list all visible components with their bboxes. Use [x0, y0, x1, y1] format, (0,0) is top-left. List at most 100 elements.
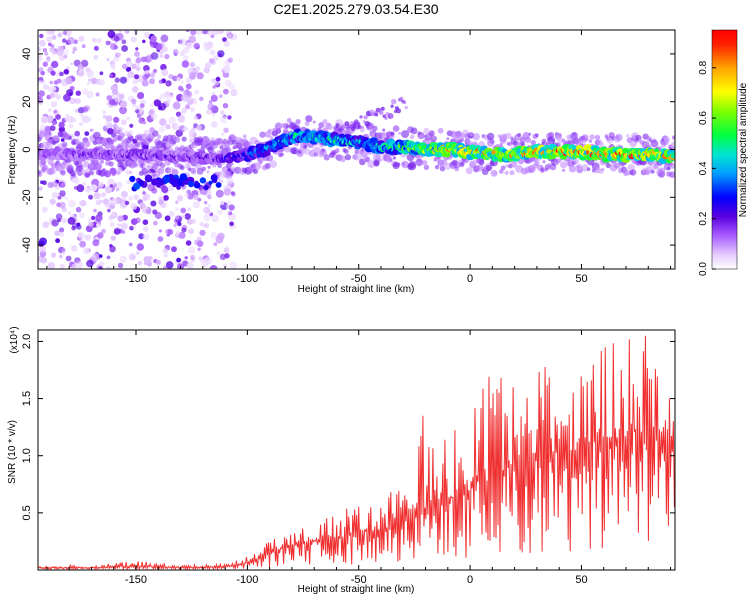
heatmap-noise-blob: [142, 121, 147, 125]
heatmap-noise-blob: [142, 233, 150, 241]
heatmap-noise-blob: [149, 108, 155, 115]
heatmap-noise-blob: [223, 188, 232, 196]
heatmap-halo-blob: [650, 169, 655, 174]
heatmap-halo-blob: [430, 135, 437, 143]
heatmap-noise-blob: [127, 71, 135, 79]
heatmap-noise-blob: [61, 38, 67, 43]
heatmap-noise-blob: [72, 46, 78, 52]
heatmap-halo-blob: [589, 134, 595, 140]
heatmap-noise-blob: [93, 192, 101, 200]
heatmap-halo-blob: [38, 132, 45, 138]
heatmap-streak-blob: [357, 124, 362, 129]
heatmap-noise-blob: [181, 60, 190, 68]
heatmap-noise-blob: [84, 234, 92, 241]
heatmap-noise-blob: [109, 184, 114, 188]
heatmap-halo-blob: [146, 164, 151, 169]
heatmap-noise-blob: [51, 191, 59, 199]
heatmap-noise-blob: [99, 261, 105, 267]
heatmap-noise-blob: [96, 38, 102, 44]
heatmap-halo-blob: [355, 154, 363, 161]
heatmap-noise-blob: [178, 231, 186, 239]
heatmap-noise-blob: [172, 101, 181, 110]
heatmap-halo-blob: [170, 140, 176, 146]
heatmap-noise-blob: [40, 180, 44, 185]
heatmap-noise-blob: [42, 221, 50, 229]
heatmap-noise-blob: [42, 83, 49, 90]
heatmap-streak-blob: [404, 106, 408, 110]
heatmap-noise-blob: [149, 103, 154, 108]
heatmap-halo-blob: [38, 170, 42, 174]
heatmap-noise-blob: [54, 230, 61, 237]
heatmap-noise-blob: [38, 186, 43, 191]
heatmap-noise-blob: [52, 86, 57, 91]
snr-y-multiplier: (x10⁴): [9, 326, 20, 353]
heatmap-noise-blob: [222, 65, 231, 74]
heatmap-halo-blob: [499, 169, 504, 174]
heatmap-halo-blob: [509, 170, 515, 176]
heatmap-noise-blob: [77, 64, 83, 70]
heatmap-halo-blob: [547, 136, 556, 145]
heatmap-noise-blob: [40, 257, 48, 264]
x-tick-label: 0: [467, 574, 473, 586]
heatmap-noise-blob: [60, 182, 66, 188]
heatmap-noise-blob: [126, 180, 131, 184]
heatmap-noise-blob: [107, 30, 116, 39]
heatmap-noise-blob: [229, 221, 234, 227]
heatmap-noise-blob: [181, 214, 186, 219]
heatmap-noise-blob: [80, 59, 89, 68]
heatmap-echo-blob: [194, 180, 199, 186]
heatmap-halo-blob: [59, 162, 67, 170]
heatmap-noise-blob: [228, 204, 235, 211]
heatmap-noise-blob: [67, 36, 75, 45]
heatmap-noise-blob: [150, 113, 158, 120]
snr-x-axis-label: Height of straight line (km): [298, 584, 415, 595]
heatmap-noise-blob: [185, 83, 192, 90]
heatmap-noise-blob: [196, 240, 204, 247]
heatmap-noise-blob: [130, 218, 138, 226]
heatmap-noise-blob: [181, 227, 187, 233]
heatmap-ridge-blob: [654, 148, 660, 153]
heatmap-noise-blob: [193, 101, 198, 105]
heatmap-halo-blob: [460, 137, 465, 142]
y-tick-label: 1.0: [21, 448, 33, 463]
heatmap-noise-blob: [64, 197, 69, 201]
heatmap-halo-blob: [517, 133, 521, 137]
heatmap-streak-blob: [384, 117, 388, 120]
heatmap-halo-blob: [465, 167, 473, 175]
heatmap-halo-blob: [601, 167, 605, 172]
heatmap-noise-blob: [49, 198, 56, 205]
heatmap-noise-blob: [216, 251, 221, 256]
heatmap-halo-blob: [147, 168, 153, 174]
heatmap-noise-blob: [143, 197, 147, 202]
heatmap-noise-blob: [64, 77, 73, 85]
heatmap-noise-blob: [203, 206, 211, 214]
heatmap-halo-blob: [490, 139, 495, 144]
heatmap-noise-blob: [80, 169, 86, 175]
heatmap-noise-blob: [207, 103, 215, 111]
heatmap-noise-blob: [119, 76, 127, 84]
heatmap-noise-blob: [219, 115, 228, 124]
heatmap-noise-blob: [215, 235, 224, 244]
heatmap-noise-blob: [71, 263, 77, 269]
heatmap-halo-blob: [469, 132, 473, 137]
heatmap-halo-blob: [52, 135, 59, 142]
heatmap-noise-blob: [56, 78, 62, 84]
heatmap-halo-blob: [40, 159, 47, 166]
heatmap-noise-blob: [98, 254, 103, 258]
heatmap-halo-blob: [594, 134, 601, 140]
heatmap-noise-blob: [77, 232, 86, 240]
heatmap-noise-blob: [135, 47, 139, 51]
heatmap-noise-blob: [41, 206, 48, 213]
heatmap-noise-blob: [230, 191, 235, 196]
heatmap-halo-blob: [398, 131, 402, 135]
heatmap-noise-blob: [184, 193, 189, 198]
heatmap-noise-blob: [79, 240, 86, 248]
heatmap-noise-blob: [121, 45, 128, 52]
heatmap-noise-blob: [207, 194, 212, 200]
heatmap-halo-blob: [409, 134, 415, 140]
heatmap-echo-blob: [199, 177, 206, 184]
heatmap-noise-blob: [59, 254, 63, 259]
heatmap-noise-blob: [220, 132, 225, 136]
heatmap-noise-blob: [182, 55, 189, 61]
heatmap-halo-blob: [434, 164, 440, 170]
